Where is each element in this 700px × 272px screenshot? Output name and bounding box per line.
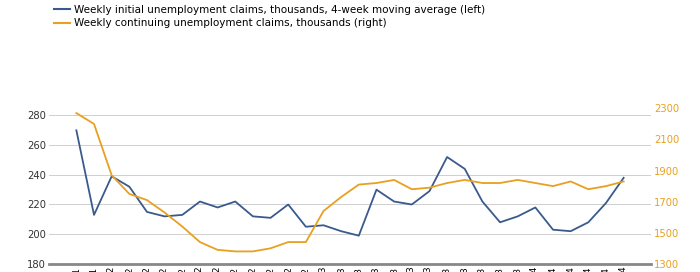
- Legend: Weekly initial unemployment claims, thousands, 4-week moving average (left), Wee: Weekly initial unemployment claims, thou…: [54, 5, 485, 28]
